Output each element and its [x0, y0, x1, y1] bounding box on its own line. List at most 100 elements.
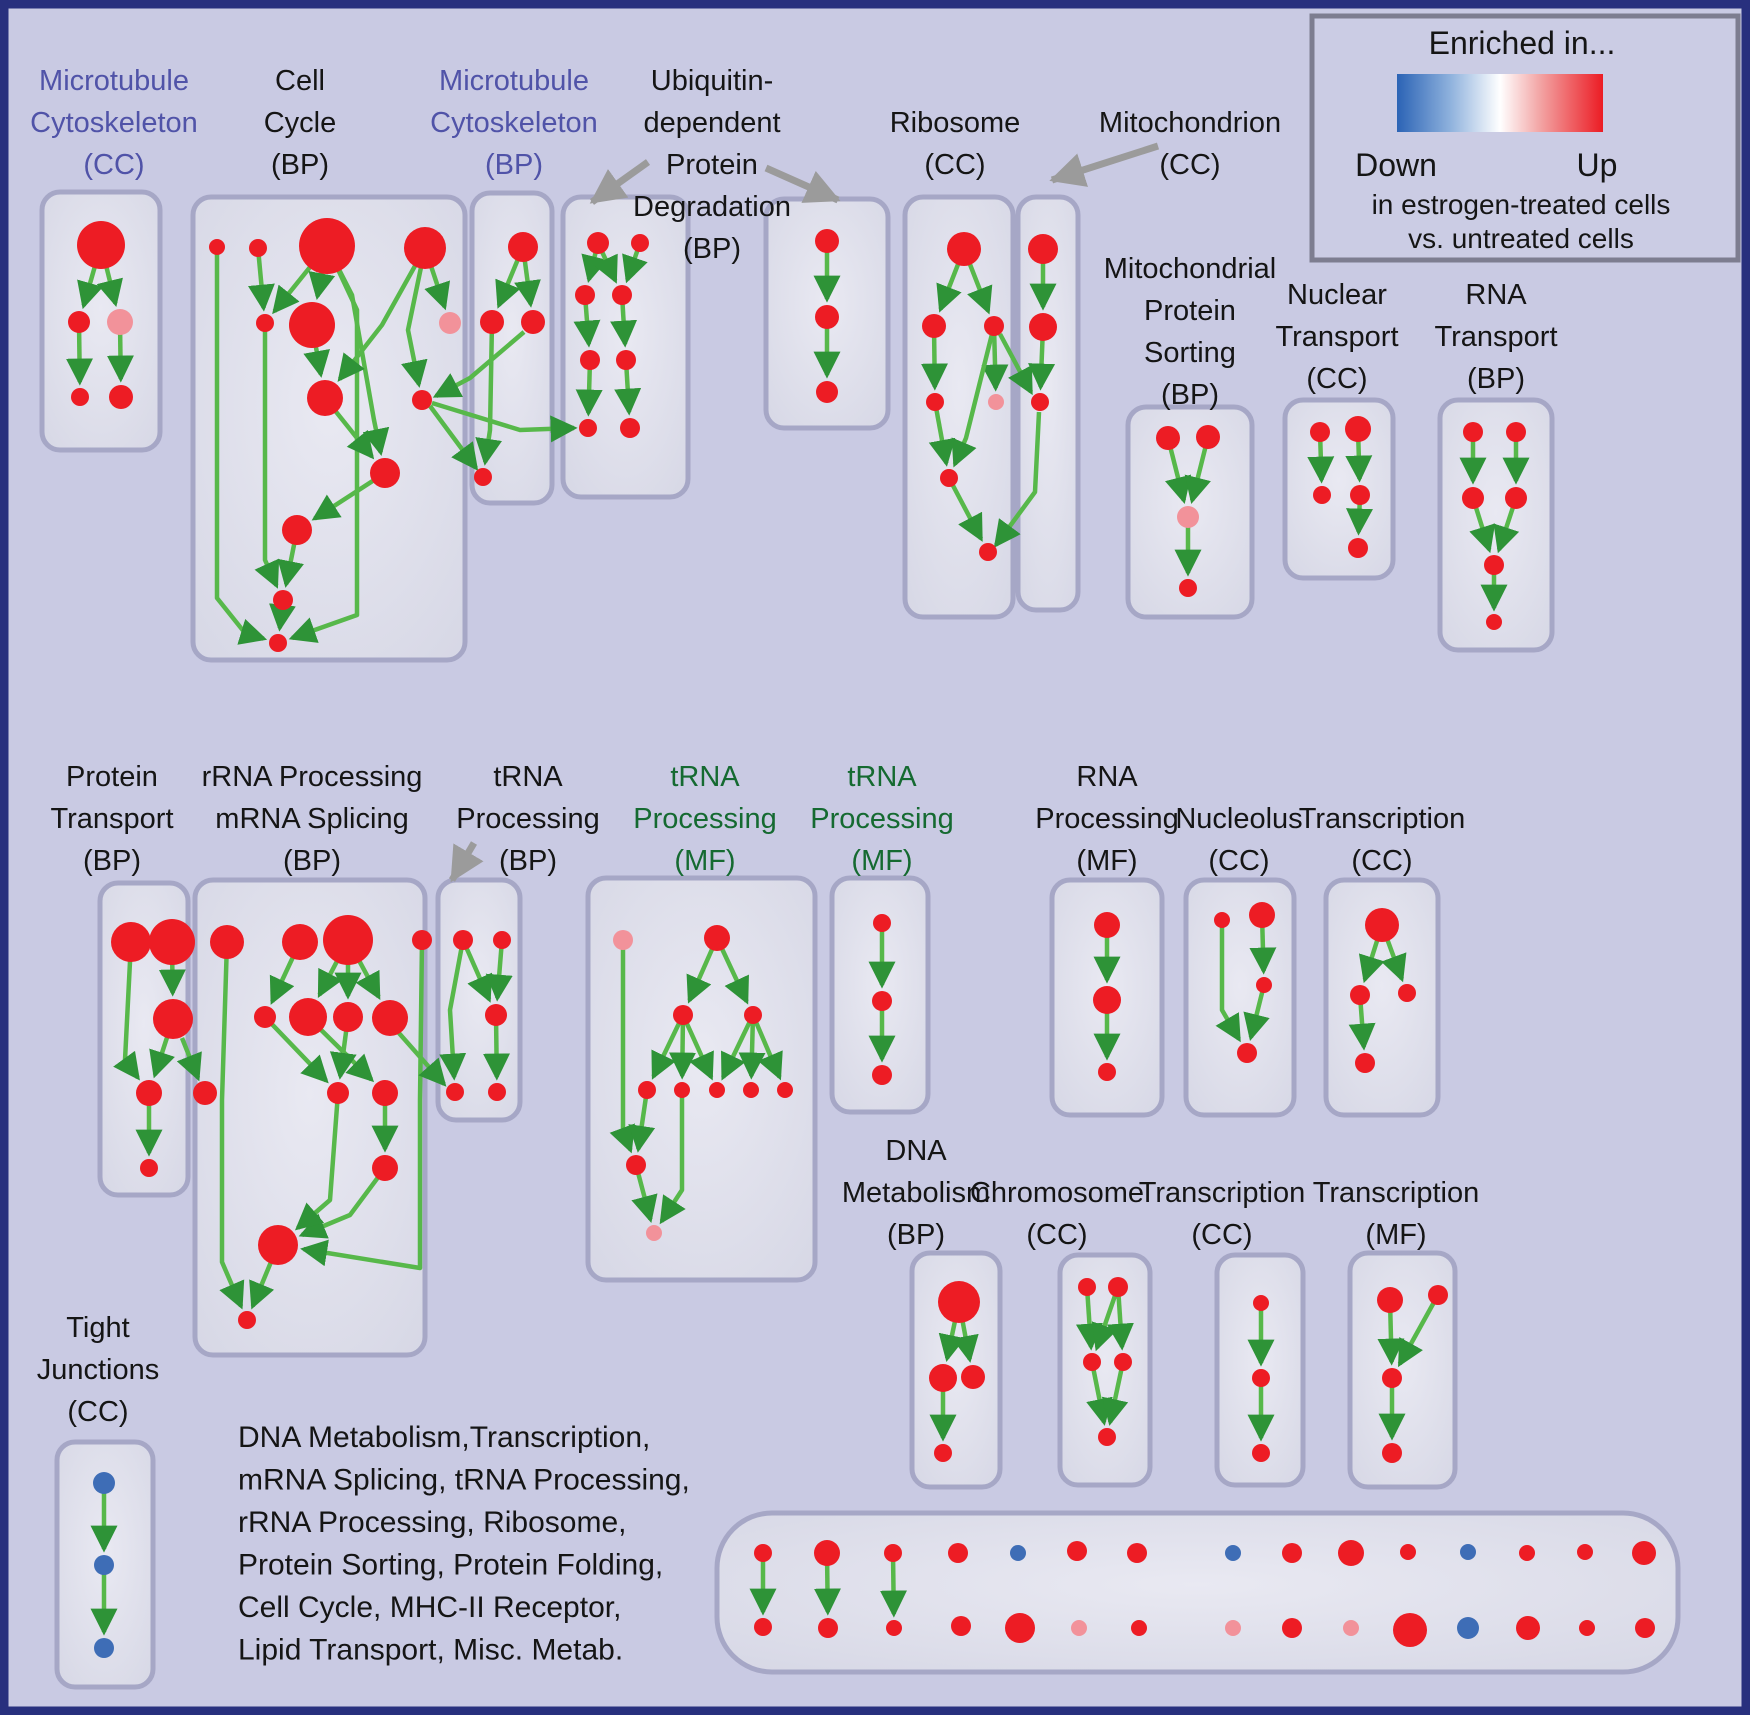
cell-cycle-node — [256, 314, 274, 332]
misc-cluster-node — [1457, 1617, 1479, 1639]
microtubule-bp-node — [480, 310, 504, 334]
dna-metabolism-node — [961, 1365, 985, 1389]
trna-bp-edge — [460, 939, 493, 1003]
misc-cluster-node — [1225, 1620, 1241, 1636]
chromosome-edge — [1101, 1361, 1129, 1426]
transcription-mf-node — [1428, 1285, 1448, 1305]
dna-metabolism-node — [938, 1281, 980, 1323]
ubiquitin-a-node — [579, 419, 597, 437]
cell-cycle-edge — [288, 245, 360, 643]
label-rna-transport: RNA Transport (BP) — [1434, 279, 1557, 395]
label-microtubule-bp: Microtubule Cytoskeleton (BP) — [430, 65, 598, 181]
cellcycle-hub-to-ubiquitin — [431, 400, 578, 443]
misc-cluster-node — [1519, 1545, 1535, 1561]
label-transcription-mf: Transcription (MF) — [1313, 1177, 1480, 1251]
cell-cycle-node — [307, 380, 343, 416]
cell-cycle-box — [190, 194, 468, 663]
transcription-mf-node — [1382, 1443, 1402, 1463]
trna-mf-big-edge — [680, 1014, 714, 1081]
cell-cycle-node — [289, 302, 335, 348]
nucleolus-edge — [1215, 920, 1241, 1043]
cell-cycle-node — [273, 590, 293, 610]
transcription-cc-bot-node — [1252, 1444, 1270, 1462]
rrna-processing-node — [372, 1155, 398, 1181]
chromosome-edge — [1091, 1286, 1121, 1352]
ribosome-node — [984, 316, 1004, 336]
cell-cycle-edge — [214, 247, 268, 645]
mitochondrion-node — [1031, 393, 1049, 411]
trna-mf-big-edge — [738, 1014, 766, 1080]
ribosome-node — [979, 543, 997, 561]
misc-cluster-node — [814, 1540, 840, 1566]
tight-junctions-node — [94, 1638, 114, 1658]
trna-mf-big-edge — [668, 1014, 696, 1080]
arrow-to-mitochondrion — [1049, 142, 1160, 187]
ribosome-node — [926, 393, 944, 411]
rrna-processing-edge — [219, 941, 245, 1310]
chromosome-edge — [1075, 1286, 1103, 1351]
label-nucleolus: Nucleolus (CC) — [1175, 803, 1302, 877]
microtubule-bp-node — [521, 310, 545, 334]
rrna-processing-node — [412, 930, 432, 950]
misc-cluster-node — [1460, 1544, 1476, 1560]
label-ribosome: Ribosome (CC) — [890, 107, 1021, 181]
mitochondrion-node — [1028, 234, 1058, 264]
trna-mf-small-node — [873, 914, 891, 932]
cellcycle-hub-to-mtbp-bottom — [428, 404, 479, 471]
microtubule-cc-node — [107, 309, 133, 335]
misc-cluster-node — [1632, 1541, 1656, 1565]
rna-transport-node — [1484, 555, 1504, 575]
trna-mf-big-node — [709, 1082, 725, 1098]
ubiquitin-a-node — [620, 418, 640, 438]
cluster-labels-layer: Microtubule Cytoskeleton (CC) Cell Cycle (BP)… — [30, 65, 1557, 1428]
label-rna-processing: RNA Processing (MF) — [1035, 761, 1178, 877]
chromosome-node — [1078, 1278, 1096, 1296]
ubiquitin-a-node — [631, 234, 649, 252]
transcription-cc-mid-node — [1398, 984, 1416, 1002]
tight-junctions-node — [94, 1555, 114, 1575]
misc-cluster-edge — [880, 1552, 908, 1618]
nuclear-transport-box — [1282, 397, 1396, 581]
mito-sorting-node — [1179, 579, 1197, 597]
chromosome-box — [1057, 1252, 1153, 1488]
label-trna-mf-small: tRNA Processing (MF) — [810, 761, 953, 877]
misc-cluster-node — [886, 1620, 902, 1636]
cell-cycle-edge — [254, 323, 280, 589]
misc-cluster-node — [1635, 1618, 1655, 1638]
cell-cycle-node — [282, 515, 312, 545]
misc-cluster-node — [884, 1544, 902, 1562]
nucleolus-node — [1249, 902, 1275, 928]
legend-down-label: Down — [1355, 147, 1437, 183]
ribosome-edge — [981, 325, 1009, 392]
trna-bp-node — [493, 931, 511, 949]
trna-mf-big-node — [646, 1225, 662, 1241]
rna-transport-box — [1437, 397, 1555, 653]
misc-cluster-node — [951, 1616, 971, 1636]
misc-cluster-node — [1579, 1620, 1595, 1636]
protein-transport-edge — [113, 941, 140, 1081]
cell-cycle-node — [370, 458, 400, 488]
rna-processing-node — [1094, 912, 1120, 938]
ubiquitin-b-node — [815, 229, 839, 253]
trna-mf-small-node — [872, 991, 892, 1011]
protein-transport-node — [153, 999, 193, 1039]
rna-transport-node — [1463, 422, 1483, 442]
legend-title: Enriched in... — [1429, 25, 1616, 61]
trna-mf-small-node — [872, 1065, 892, 1085]
ubiquitin-b-node — [816, 381, 838, 403]
nucleolus-node — [1256, 977, 1272, 993]
rrna-processing-node — [289, 998, 327, 1036]
nuclear-transport-node — [1345, 416, 1371, 442]
misc-cluster-node — [1071, 1620, 1087, 1636]
label-rrna-processing: rRNA Processing mRNA Splicing (BP) — [202, 761, 423, 877]
misc-cluster-node — [1338, 1540, 1364, 1566]
mito-sorting-node — [1196, 425, 1220, 449]
misc-text-layer: DNA Metabolism,Transcription, mRNA Splici… — [238, 1421, 690, 1667]
rrna-processing-node — [333, 1002, 363, 1032]
cell-cycle-node — [439, 312, 461, 334]
label-trna-bp: tRNA Processing (BP) — [456, 761, 599, 877]
cell-cycle-edge — [247, 247, 275, 312]
trna-mf-big-node — [743, 1082, 759, 1098]
